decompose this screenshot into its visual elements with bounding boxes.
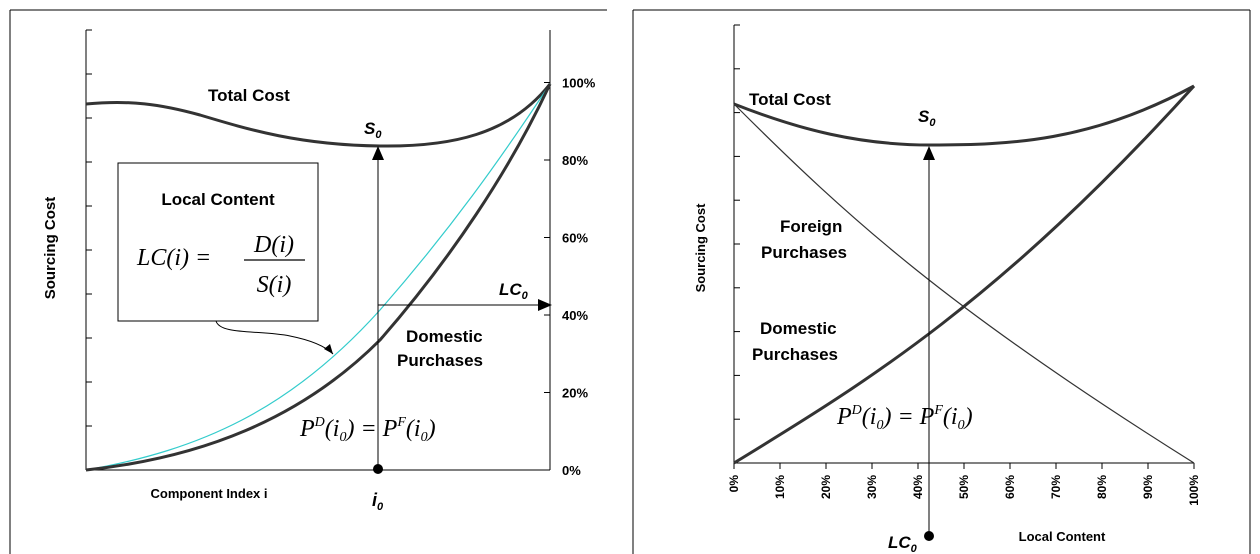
foreign-purchases-curve	[733, 103, 1195, 464]
left-diagram: 0% 20% 40% 60% 80% 100% Total Cost S0 LC0 Dom…	[42, 29, 596, 513]
left-right-tick-label: 40%	[562, 308, 588, 323]
local-content-pointer-head	[324, 344, 333, 354]
right-x-tick-label: 70%	[1049, 475, 1063, 499]
left-domestic-curve	[85, 83, 552, 472]
right-total-cost-label: Total Cost	[749, 90, 831, 109]
right-x-tick-label: 20%	[819, 475, 833, 499]
left-lc0-label: LC0	[499, 280, 529, 302]
left-right-tick-label: 80%	[562, 153, 588, 168]
right-diagram: 0% 10% 20% 30% 40% 50% 60% 70% 80% 90% 100% Total …	[693, 24, 1201, 554]
right-s0-label: S0	[918, 107, 936, 129]
left-domestic-label-2: Purchases	[397, 351, 483, 370]
left-total-cost-label: Total Cost	[208, 86, 290, 105]
right-x-tick-label: 30%	[865, 475, 879, 499]
left-lc0-arrowhead	[538, 299, 552, 311]
right-y-ticks	[734, 24, 740, 464]
right-x-tick-label: 10%	[773, 475, 787, 499]
left-s0-label: S0	[364, 119, 382, 141]
left-y-ticks	[86, 29, 92, 471]
left-i0-dot	[373, 464, 383, 474]
right-x-ticks: 0% 10% 20% 30% 40% 50% 60% 70% 80% 90% 100%	[727, 463, 1201, 506]
local-content-curve	[85, 83, 551, 471]
right-lc0-label: LC0	[888, 533, 918, 554]
lc-formula-lhs: LC(i) =	[136, 245, 211, 271]
right-y-axis-label: Sourcing Cost	[693, 203, 708, 293]
left-domestic-label-1: Domestic	[406, 327, 483, 346]
local-content-box	[117, 162, 319, 322]
right-x-tick-label: 60%	[1003, 475, 1017, 499]
left-right-ticks: 0% 20% 40% 60% 80% 100%	[544, 76, 596, 478]
right-x-tick-label: 80%	[1095, 475, 1109, 499]
right-lc0-dot	[924, 531, 934, 541]
foreign-label-1: Foreign	[780, 217, 842, 236]
local-content-pointer	[215, 320, 334, 355]
right-s0-arrowhead	[923, 146, 935, 160]
left-y-axis-label: Sourcing Cost	[42, 197, 59, 300]
left-right-tick-label: 100%	[562, 76, 596, 91]
left-s0-arrowhead	[372, 146, 384, 160]
left-i0-label: i0	[372, 490, 384, 513]
local-content-box-title: Local Content	[161, 190, 275, 209]
left-equation: PD(i0) = PF(i0)	[299, 415, 436, 445]
left-right-tick-label: 60%	[562, 231, 588, 246]
right-x-tick-label: 100%	[1187, 475, 1201, 506]
foreign-label-2: Purchases	[761, 243, 847, 262]
right-domestic-label-2: Purchases	[752, 345, 838, 364]
right-x-tick-label: 90%	[1141, 475, 1155, 499]
left-total-cost-curve	[85, 83, 552, 148]
right-equation: PD(i0) = PF(i0)	[836, 403, 973, 433]
left-x-axis-label: Component Index i	[151, 486, 268, 501]
right-total-cost-curve	[733, 84, 1195, 147]
lc-formula-numerator: D(i)	[253, 232, 294, 258]
right-x-axis-label: Local Content	[1019, 529, 1106, 544]
right-x-tick-label: 0%	[727, 475, 741, 493]
left-right-tick-label: 20%	[562, 386, 588, 401]
right-domestic-curve	[733, 84, 1196, 465]
lc-formula-denominator: S(i)	[257, 272, 292, 298]
right-x-tick-label: 40%	[911, 475, 925, 499]
right-domestic-label-1: Domestic	[760, 319, 837, 338]
right-x-tick-label: 50%	[957, 475, 971, 499]
left-right-tick-label: 0%	[562, 463, 581, 478]
